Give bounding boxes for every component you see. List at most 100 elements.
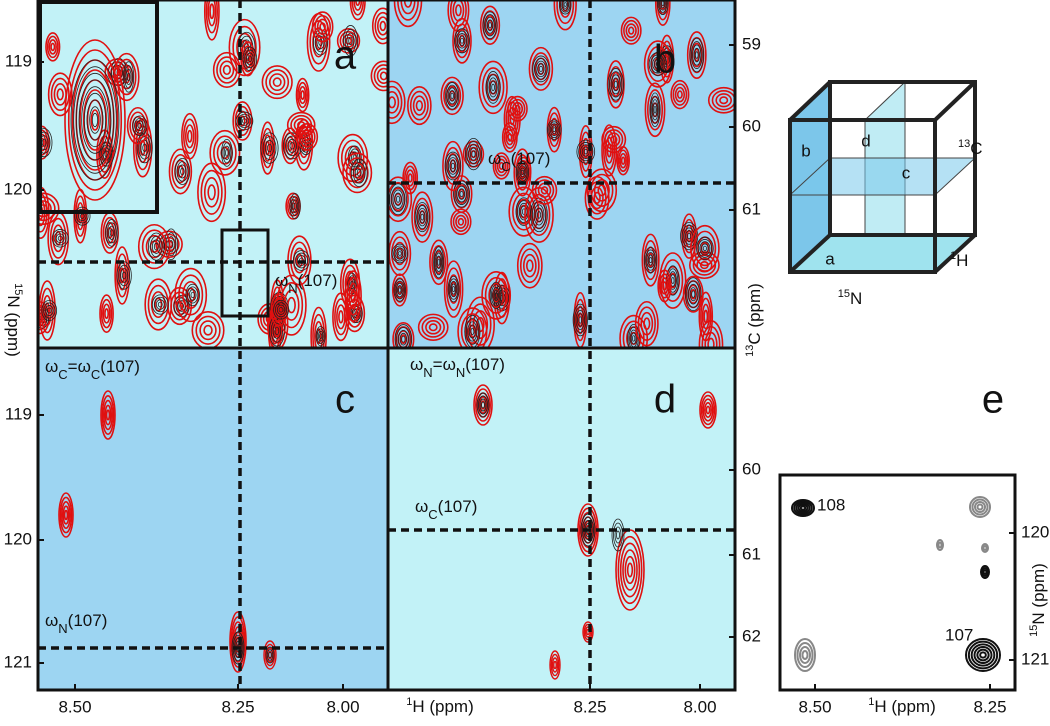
contour bbox=[493, 289, 499, 302]
contour bbox=[522, 253, 537, 278]
contour bbox=[454, 183, 469, 205]
contour bbox=[551, 657, 559, 673]
contour bbox=[434, 249, 444, 276]
contour bbox=[976, 503, 984, 511]
contour bbox=[467, 324, 477, 339]
contour bbox=[287, 140, 293, 152]
contour bbox=[207, 184, 216, 201]
contour bbox=[655, 61, 661, 67]
contour bbox=[149, 235, 163, 258]
contour bbox=[715, 93, 732, 108]
contour bbox=[289, 142, 295, 150]
inset-e-frame bbox=[778, 473, 1017, 692]
contour bbox=[698, 291, 714, 342]
contour bbox=[578, 124, 593, 179]
contour bbox=[465, 318, 479, 345]
contour bbox=[135, 120, 144, 132]
contour bbox=[449, 280, 458, 298]
contour bbox=[535, 60, 547, 78]
contour bbox=[120, 268, 129, 283]
contour bbox=[222, 142, 232, 164]
contour bbox=[533, 204, 545, 226]
contour bbox=[374, 11, 388, 40]
contour bbox=[484, 276, 508, 314]
contour bbox=[275, 302, 288, 318]
contour bbox=[287, 138, 298, 153]
contour bbox=[47, 72, 73, 117]
contour bbox=[393, 245, 407, 262]
contour bbox=[676, 90, 683, 99]
contour bbox=[516, 242, 543, 289]
contour bbox=[297, 81, 308, 109]
contour bbox=[287, 195, 300, 217]
contour bbox=[225, 149, 229, 157]
contour bbox=[613, 80, 618, 88]
contour bbox=[558, 0, 572, 18]
contour bbox=[684, 277, 702, 312]
contour bbox=[310, 306, 327, 348]
contour bbox=[481, 401, 485, 409]
contour bbox=[292, 250, 310, 271]
contour bbox=[300, 90, 305, 100]
contour bbox=[561, 0, 570, 11]
contour bbox=[575, 310, 585, 330]
contour bbox=[450, 92, 454, 99]
contour bbox=[466, 141, 481, 168]
contour bbox=[447, 275, 460, 303]
contour bbox=[979, 651, 987, 659]
contour bbox=[492, 152, 511, 180]
contour bbox=[703, 309, 709, 324]
panel-label: c bbox=[335, 378, 355, 422]
contour bbox=[606, 60, 625, 109]
panel-label: b bbox=[654, 38, 676, 82]
contour bbox=[610, 71, 621, 97]
contour bbox=[509, 98, 526, 119]
contour bbox=[290, 196, 300, 217]
contour bbox=[412, 95, 426, 116]
contour bbox=[580, 144, 592, 159]
contour bbox=[450, 162, 455, 170]
contour bbox=[392, 321, 415, 348]
contour bbox=[965, 638, 1001, 672]
contour bbox=[203, 176, 220, 208]
contour bbox=[379, 20, 387, 32]
text: ω bbox=[45, 357, 58, 376]
contour bbox=[967, 640, 999, 670]
contour bbox=[395, 282, 404, 298]
contour bbox=[138, 136, 151, 160]
contour bbox=[298, 85, 307, 105]
contour bbox=[416, 205, 429, 230]
contour bbox=[625, 23, 637, 39]
contour bbox=[50, 42, 56, 52]
contour bbox=[46, 307, 52, 314]
contour bbox=[444, 151, 462, 181]
contour bbox=[553, 0, 577, 31]
contour bbox=[203, 0, 220, 41]
contour bbox=[38, 196, 56, 222]
contour bbox=[289, 193, 301, 220]
contour bbox=[373, 64, 388, 88]
contour bbox=[457, 188, 466, 200]
contour bbox=[340, 139, 365, 177]
contour bbox=[547, 119, 562, 140]
contour bbox=[657, 269, 672, 303]
contour bbox=[81, 86, 109, 154]
contour bbox=[316, 328, 325, 344]
contour bbox=[494, 292, 498, 299]
contour bbox=[336, 27, 361, 54]
contour bbox=[153, 242, 159, 251]
contour bbox=[481, 271, 512, 320]
contour bbox=[662, 281, 667, 291]
contour bbox=[511, 101, 524, 116]
contour bbox=[113, 52, 140, 102]
contour bbox=[417, 313, 449, 341]
contour bbox=[707, 337, 715, 348]
contour bbox=[683, 227, 695, 245]
contour bbox=[342, 25, 359, 57]
contour bbox=[428, 323, 438, 332]
contour bbox=[688, 283, 699, 305]
contour bbox=[491, 83, 495, 91]
contour bbox=[535, 207, 543, 223]
axis-label: 13C (ppm) bbox=[744, 283, 765, 357]
contour bbox=[448, 278, 459, 300]
